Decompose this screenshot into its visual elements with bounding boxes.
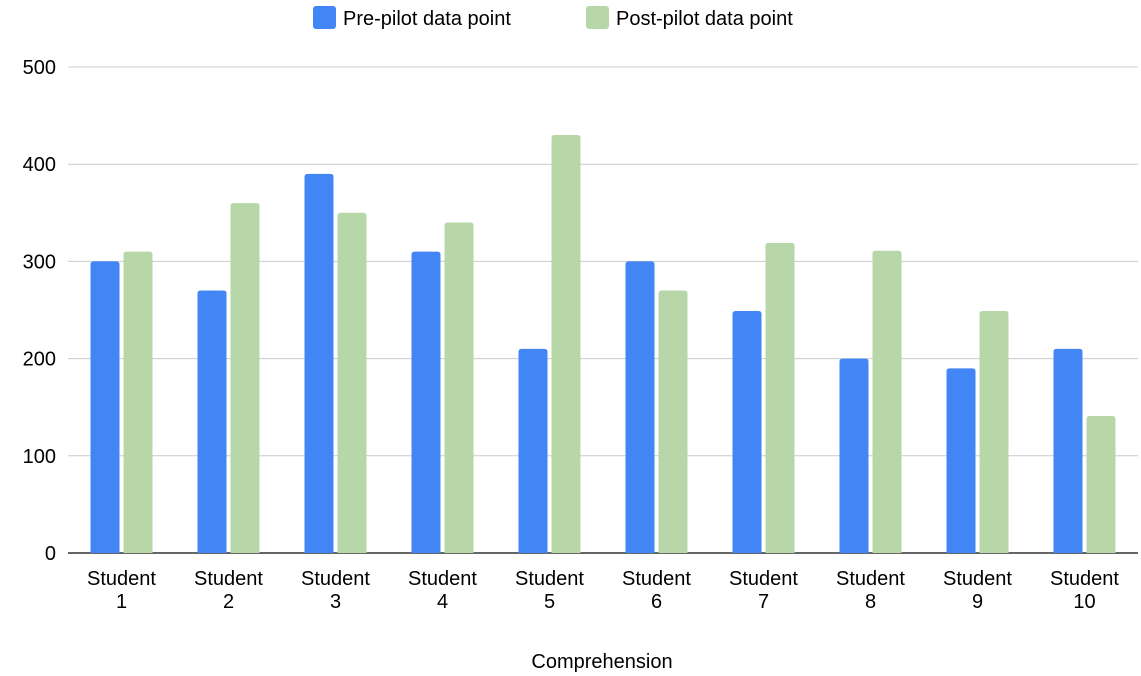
gridlines [68, 66, 1138, 554]
legend-swatch [586, 6, 609, 29]
y-tick-label: 400 [23, 154, 56, 176]
bar-pre-8 [839, 358, 869, 553]
y-tick-label: 200 [23, 349, 56, 371]
y-tick-label: 500 [23, 57, 56, 79]
y-tick-label: 0 [45, 543, 56, 565]
bar-post-9 [979, 310, 1009, 553]
y-tick-label: 300 [23, 251, 56, 273]
legend-label: Pre-pilot data point [343, 8, 511, 30]
x-tick-label: Student 4 [408, 568, 477, 613]
bars [90, 135, 1116, 554]
bar-post-10 [1086, 415, 1116, 553]
bar-post-8 [872, 250, 902, 553]
x-tick-label: Student 8 [836, 568, 905, 613]
bar-pre-6 [625, 261, 655, 553]
bar-pre-9 [946, 368, 976, 553]
bar-post-4 [444, 222, 474, 553]
legend-swatch [313, 6, 336, 29]
bar-pre-10 [1053, 348, 1083, 553]
bar-pre-5 [518, 348, 548, 553]
bar-pre-2 [197, 290, 227, 553]
legend-label: Post-pilot data point [616, 8, 793, 30]
bar-post-6 [658, 290, 688, 553]
x-axis-title: Comprehension [531, 651, 672, 673]
x-tick-label: Student 10 [1050, 568, 1119, 613]
x-tick-label: Student 6 [622, 568, 691, 613]
legend: Pre-pilot data point Post-pilot data poin… [313, 6, 793, 30]
y-tick-label: 100 [23, 446, 56, 468]
bar-post-2 [230, 203, 260, 553]
bar-post-5 [551, 135, 581, 554]
x-tick-label: Student 7 [729, 568, 798, 613]
bar-pre-7 [732, 310, 762, 553]
x-tick-label: Student 1 [87, 568, 156, 613]
bar-pre-1 [90, 261, 120, 553]
y-axis-ticks: 0 100 200 300 400 500 [23, 57, 56, 565]
x-axis-labels: Student 1 Student 2 Student 3 Student 4 Student 5… [87, 568, 1119, 613]
x-tick-label: Student 3 [301, 568, 370, 613]
bar-pre-4 [411, 251, 441, 553]
x-tick-label: Student 2 [194, 568, 263, 613]
x-tick-label: Student 9 [943, 568, 1012, 613]
bar-post-7 [765, 242, 795, 553]
bar-post-1 [123, 251, 153, 553]
x-tick-label: Student 5 [515, 568, 584, 613]
bar-post-3 [337, 212, 367, 554]
bar-pre-3 [304, 173, 334, 554]
